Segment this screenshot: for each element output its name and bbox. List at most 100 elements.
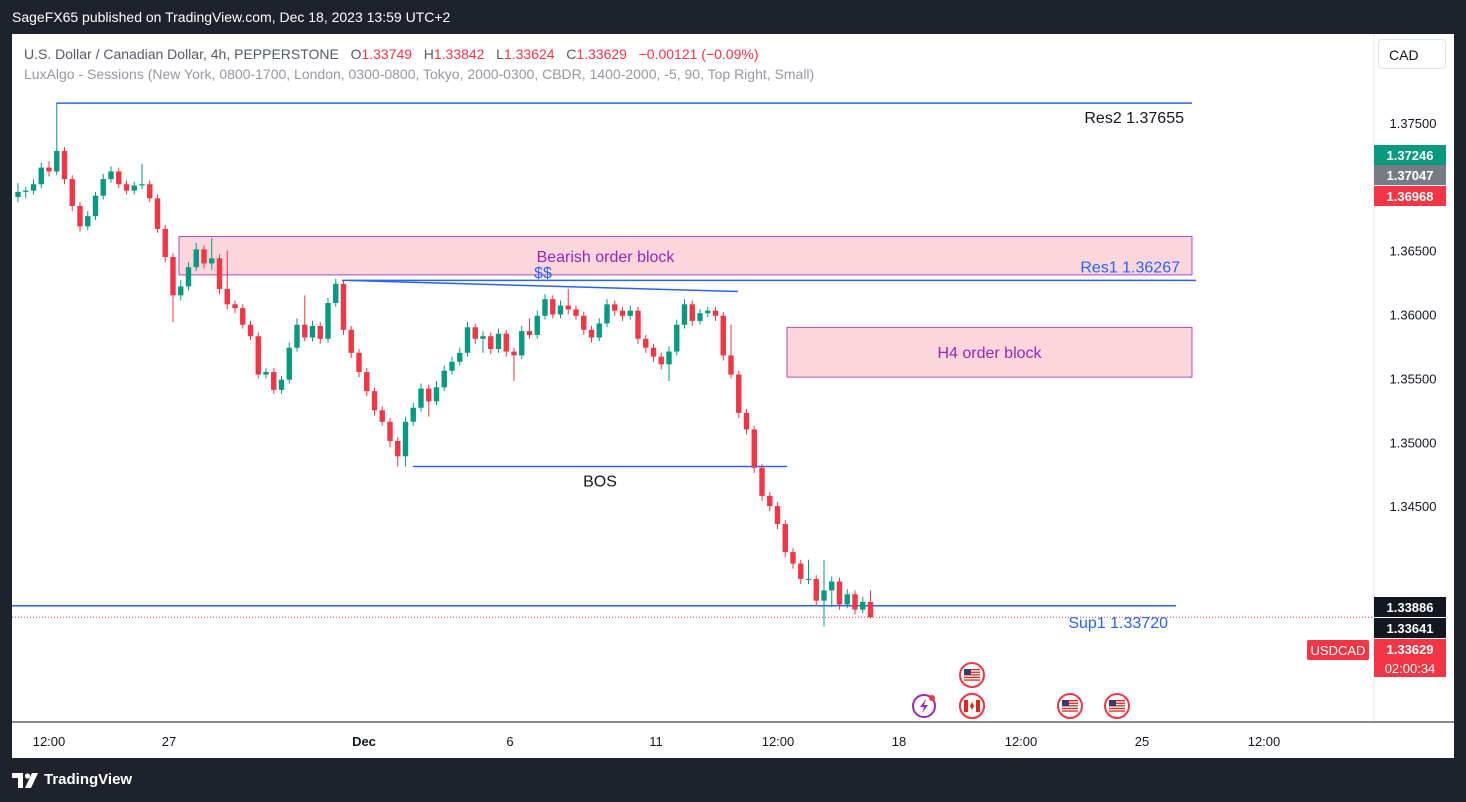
candle-body: [488, 336, 494, 350]
candle-body: [697, 313, 703, 321]
candle-body: [557, 305, 564, 315]
order-block-zone: [178, 236, 1193, 276]
candle-body: [325, 303, 331, 339]
price-label-bg: [1374, 145, 1446, 165]
candle-body: [317, 326, 323, 339]
symbol-tag: USDCAD: [1311, 643, 1366, 658]
y-tick-label: 1.35000: [1390, 435, 1437, 450]
candle-body: [526, 331, 533, 335]
x-tick-label: 12:00: [762, 734, 795, 749]
candle-body: [302, 324, 308, 338]
y-tick-label: 1.36000: [1390, 308, 1437, 323]
candle-body: [860, 601, 866, 610]
liquidity-label: $$: [534, 265, 552, 282]
candle-body: [92, 195, 99, 217]
symbol-title[interactable]: U.S. Dollar / Canadian Dollar, 4h, PEPPE…: [24, 46, 339, 62]
candle-body: [46, 167, 52, 172]
level-label: Sup1 1.33720: [1068, 615, 1168, 632]
candle-body: [705, 310, 711, 314]
candle-body: [286, 347, 292, 380]
candle-body: [728, 355, 734, 375]
candle-body: [340, 283, 347, 330]
candle-body: [581, 315, 587, 330]
candle-body: [852, 594, 858, 610]
chart-frame: Bearish order block H4 order block Res2 1.…: [12, 34, 1454, 758]
x-tick-label: 12:00: [33, 734, 66, 749]
candle-body: [170, 257, 176, 296]
candle-body: [658, 356, 664, 365]
candle-body: [224, 288, 230, 305]
order-block-zone: [786, 326, 1193, 378]
change-value: −0.00121 (−0.09%): [638, 46, 759, 62]
candle-body: [371, 391, 378, 411]
brand-name: TradingView: [44, 771, 133, 788]
x-tick-label: 6: [506, 734, 513, 749]
candle-body: [736, 374, 742, 413]
flag-canton: [1109, 700, 1116, 706]
flag-stripe: [1062, 707, 1078, 710]
flag-stripe: [964, 679, 980, 681]
flag-stripe: [1109, 702, 1125, 704]
low-value: 1.33624: [503, 46, 555, 62]
currency-button[interactable]: CAD: [1378, 39, 1446, 69]
flag-canton: [1062, 700, 1069, 706]
candle-body: [612, 304, 618, 311]
candle-body: [395, 440, 401, 457]
candle-body: [108, 171, 114, 180]
candle-body: [596, 323, 602, 338]
x-tick-label: Dec: [352, 734, 376, 749]
flag-band: [964, 700, 968, 712]
candle-body: [263, 371, 269, 375]
candle-body: [457, 352, 463, 362]
candle-body: [77, 205, 83, 227]
candle-body: [23, 190, 29, 192]
candle-body: [193, 249, 199, 268]
candle-body: [511, 351, 517, 356]
candle-body: [790, 552, 796, 564]
x-tick-label: 12:00: [1005, 734, 1038, 749]
open-value: 1.33749: [361, 46, 413, 62]
candle-body: [426, 388, 432, 402]
candle-body: [712, 310, 719, 316]
level-label: Res1 1.36267: [1080, 259, 1180, 276]
publish-bar: SageFX65 published on TradingView.com, D…: [0, 0, 1466, 34]
candle-body: [387, 421, 393, 441]
candle-body: [364, 371, 370, 392]
candle-body: [619, 310, 626, 316]
price-chart[interactable]: Bearish order block H4 order block Res2 1.…: [12, 34, 1454, 758]
event-dot: [929, 695, 935, 701]
flag-stripe: [1109, 700, 1125, 702]
candle-body: [418, 388, 424, 408]
footer-bar: TradingView: [0, 758, 1466, 802]
candle-body: [813, 578, 819, 601]
candle-body: [480, 336, 486, 339]
candle-body: [247, 324, 254, 337]
level-label: Res2 1.37655: [1084, 110, 1184, 127]
candle-body: [61, 151, 68, 180]
liquidity-line: [348, 279, 739, 293]
close-value: 1.33629: [576, 46, 627, 62]
flag-stripe: [1109, 707, 1125, 710]
price-label-bg: [1374, 186, 1446, 206]
candle-body: [759, 467, 765, 496]
candle-body: [720, 315, 726, 356]
candle-body: [666, 351, 672, 365]
x-tick-label: 25: [1135, 734, 1149, 749]
flag-canton: [964, 669, 971, 675]
candle-body: [689, 304, 695, 321]
flag-stripe: [1109, 705, 1125, 707]
candle-body: [410, 407, 416, 422]
candle-body: [534, 315, 540, 335]
flag-band: [976, 700, 980, 712]
indicator-legend[interactable]: LuxAlgo - Sessions (New York, 0800-1700,…: [24, 66, 815, 82]
candle-body: [635, 310, 641, 339]
tradingview-logo[interactable]: TradingView: [12, 770, 132, 790]
countdown-bg: [1374, 659, 1446, 677]
flag-stripe: [1062, 710, 1078, 712]
candle-body: [836, 581, 843, 605]
candle-body: [565, 305, 571, 310]
candle-body: [30, 184, 37, 191]
candle-body: [542, 299, 548, 316]
candle-body: [743, 412, 750, 430]
candle-body: [495, 333, 502, 350]
